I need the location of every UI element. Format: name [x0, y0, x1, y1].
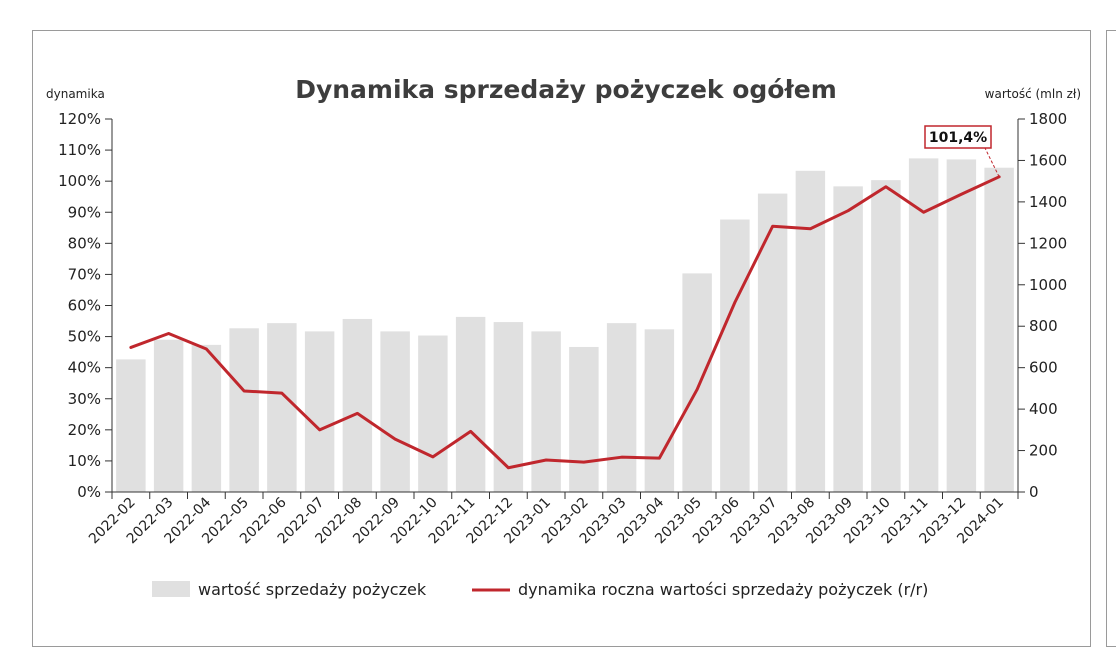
left-tick-label: 0% — [77, 483, 101, 501]
left-tick-label: 90% — [68, 203, 101, 221]
line-point — [356, 412, 359, 415]
line-point — [507, 466, 510, 469]
bar — [908, 158, 939, 492]
bar — [569, 346, 599, 492]
line-point — [318, 428, 321, 432]
bar — [493, 322, 524, 492]
bar — [757, 193, 788, 492]
bar — [342, 318, 373, 492]
line-point — [695, 388, 699, 391]
legend-label-bars: wartość sprzedaży pożyczek — [198, 580, 427, 599]
right-tick-label: 800 — [1029, 317, 1058, 335]
bar — [682, 273, 712, 492]
line-point — [809, 227, 812, 230]
left-tick-label: 110% — [58, 141, 101, 159]
annotation: 101,4% — [924, 125, 1000, 178]
annotation-label: 101,4% — [929, 130, 987, 146]
left-tick-label: 80% — [68, 234, 101, 252]
bar — [267, 323, 297, 492]
right-tick-label: 1000 — [1029, 276, 1067, 294]
left-tick-label: 10% — [68, 452, 101, 470]
right-tick-label: 1400 — [1029, 193, 1067, 211]
left-tick-label: 50% — [68, 328, 101, 346]
line-point — [582, 460, 586, 464]
bar — [191, 344, 222, 492]
line-point — [431, 455, 435, 459]
bar — [871, 180, 901, 492]
right-tick-label: 600 — [1029, 359, 1058, 377]
right-axis-label: wartość (mln zł) — [985, 87, 1081, 101]
bar — [116, 359, 146, 492]
right-tick-label: 400 — [1029, 400, 1058, 418]
line-point — [544, 458, 548, 462]
left-tick-label: 100% — [58, 172, 101, 190]
line-point — [771, 225, 774, 228]
line-point — [393, 437, 397, 441]
adjacent-panel-frame — [1106, 30, 1116, 647]
line-point — [205, 347, 208, 351]
bar — [153, 339, 184, 492]
chart-frame — [32, 30, 1091, 647]
right-tick-label: 200 — [1029, 442, 1058, 460]
left-axis-label: dynamika — [46, 87, 105, 101]
bar — [304, 331, 335, 492]
bar-series — [116, 158, 1014, 493]
line-point — [469, 430, 472, 433]
legend: wartość sprzedaży pożyczek dynamika roczn… — [152, 580, 928, 599]
line-point — [846, 209, 850, 212]
bar — [606, 323, 637, 492]
annotation-box — [924, 125, 992, 149]
line-point — [242, 389, 246, 393]
left-tick-label: 70% — [68, 265, 101, 283]
left-tick-label: 60% — [68, 297, 101, 315]
annotation-leader — [984, 147, 1000, 178]
line-point — [280, 391, 284, 395]
bar — [380, 331, 410, 492]
bar — [984, 167, 1014, 493]
bar — [418, 335, 448, 492]
bar — [455, 316, 486, 492]
right-tick-label: 1800 — [1029, 110, 1067, 128]
bar — [531, 331, 561, 492]
right-tick-label: 0 — [1029, 483, 1039, 501]
bar — [946, 159, 977, 493]
bar — [833, 186, 863, 492]
line-point — [922, 211, 925, 214]
bar — [795, 170, 826, 493]
right-tick-label: 1200 — [1029, 234, 1067, 252]
bar — [229, 328, 259, 492]
line-point — [884, 185, 888, 188]
line-point — [129, 346, 133, 349]
line-point — [658, 456, 661, 460]
left-tick-label: 40% — [68, 359, 101, 377]
right-tick-label: 1600 — [1029, 151, 1067, 169]
line-point — [960, 193, 963, 196]
bar — [720, 219, 750, 492]
line-point — [620, 455, 623, 459]
legend-label-line: dynamika roczna wartości sprzedaży pożyc… — [518, 580, 928, 599]
line-point — [167, 332, 170, 335]
left-tick-label: 120% — [58, 110, 101, 128]
line-point — [733, 301, 737, 304]
left-tick-label: 30% — [68, 390, 101, 408]
bar — [644, 329, 675, 492]
chart-title: Dynamika sprzedaży pożyczek ogółem — [295, 75, 837, 104]
line-series — [129, 175, 1001, 470]
left-tick-label: 20% — [68, 421, 101, 439]
legend-swatch-bars — [152, 581, 190, 597]
line-path — [129, 175, 1001, 470]
